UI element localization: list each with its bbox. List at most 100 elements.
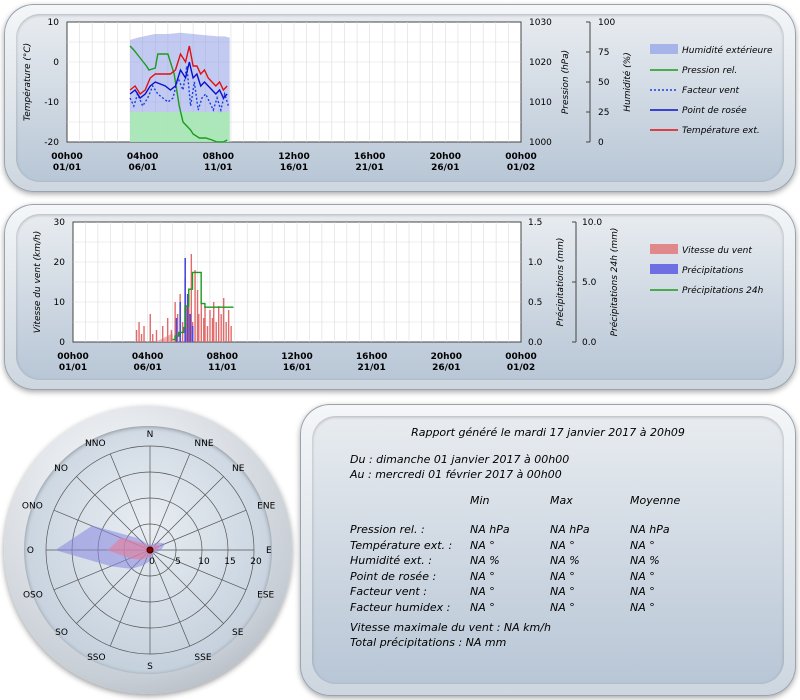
report-row-label: Facteur humidex : — [350, 600, 451, 614]
rose-spoke — [149, 549, 224, 624]
temp-x-tick-date: 01/01 — [53, 163, 81, 173]
temp-x-tick-date: 16/01 — [280, 163, 308, 173]
temp-x-tick-date: 06/01 — [128, 163, 156, 173]
precip-y-tick: 1.5 — [528, 218, 542, 228]
report-row-min: NA ° — [470, 569, 495, 583]
report-to: Au : mercredi 01 février 2017 à 00h00 — [350, 468, 562, 481]
wind-bar — [218, 306, 220, 342]
rose-direction-label: ENE — [257, 502, 275, 512]
wind-bar — [211, 318, 214, 342]
rose-radial-tick: 0 — [149, 557, 155, 567]
wind-bar — [174, 302, 176, 342]
wind-bar — [204, 306, 206, 342]
wind-x-tick-time: 08h00 — [207, 352, 238, 362]
report-title: Rapport généré le mardi 17 janvier 2017 … — [411, 426, 685, 439]
report-row-label: Pression rel. : — [350, 523, 425, 536]
precip-bar — [189, 314, 191, 342]
rose-direction-label: NE — [232, 464, 245, 474]
wind-bar — [149, 314, 151, 342]
precip24-y-tick: 10.0 — [582, 218, 602, 228]
legend-label: Pression rel. — [682, 66, 737, 76]
rose-spoke — [109, 453, 151, 551]
precip-y-tick: 1.0 — [528, 258, 543, 268]
precip-bar — [184, 258, 186, 342]
wind-x-tick-time: 00h00 — [505, 352, 536, 362]
temp-x-tick-date: 26/01 — [431, 163, 459, 173]
rose-direction-label: NNO — [85, 439, 106, 449]
legend-label: Précipitations — [682, 265, 744, 276]
report-row-max: NA ° — [550, 538, 575, 552]
rose-center — [146, 546, 154, 554]
wind-bar — [190, 254, 193, 342]
legend-label: Humidité extérieure — [682, 45, 773, 56]
rose-spoke — [149, 476, 224, 551]
rose-spoke — [149, 549, 191, 647]
precip24-y-tick: 0.0 — [582, 338, 597, 348]
wind-x-tick-time: 04h00 — [132, 352, 163, 362]
rose-spoke — [149, 549, 247, 591]
report-row-label: Humidité ext. : — [350, 554, 432, 567]
wind-bar — [203, 318, 205, 342]
precip-bar — [191, 326, 194, 342]
rose-radial-tick: 20 — [250, 557, 262, 567]
wind-bar — [230, 326, 232, 342]
rose-direction-label: O — [27, 546, 34, 556]
rose-direction-label: S — [147, 662, 153, 672]
wind-x-tick-time: 20h00 — [431, 352, 462, 362]
wind-rose-chart: 0 5 10 15 20 N NNE NE ENE E ESE SE SSE S SSO SO OSO O ONO N… — [22, 430, 276, 672]
report-header-min: Min — [470, 494, 490, 507]
wind-bar — [176, 314, 179, 342]
wind-bar — [166, 318, 169, 342]
dewpoint-line — [129, 61, 228, 100]
wind-y-tick: 30 — [54, 218, 66, 228]
wind-bar — [213, 302, 215, 342]
pressure-line — [129, 45, 228, 143]
precip-y-tick: 0.5 — [528, 298, 542, 308]
report-row-min: NA ° — [470, 600, 495, 614]
rose-radial-tick: 5 — [175, 557, 181, 567]
wind-x-tick-date: 21/01 — [357, 363, 385, 373]
temp-x-tick-time: 04h00 — [127, 152, 158, 162]
wind-x-tick-date: 11/01 — [208, 363, 236, 373]
rose-direction-label: SSO — [87, 653, 106, 663]
temp-x-tick-time: 12h00 — [278, 152, 309, 162]
legend-label: Vitesse du vent — [682, 246, 752, 256]
wind-chart: 00h0001/0104h0006/0108h0011/0112h0016/01… — [33, 218, 764, 373]
report-header-mean: Moyenne — [630, 494, 681, 507]
temperature-chart: 00h0001/0104h0006/0108h0011/0112h0016/01… — [22, 18, 773, 173]
wind-bar — [135, 330, 138, 342]
wind-bar — [188, 294, 190, 342]
legend-swatch — [650, 244, 678, 254]
report-row-mean: NA ° — [630, 600, 655, 614]
rose-spoke — [76, 476, 151, 551]
report-row-label: Facteur vent : — [350, 585, 427, 598]
rose-direction-label: NO — [54, 464, 68, 474]
wind-bar — [194, 270, 196, 342]
temp-x-tick-time: 20h00 — [430, 152, 461, 162]
wind-bar — [225, 322, 227, 342]
wind-x-tick-date: 01/01 — [59, 363, 87, 373]
report-row-mean: NA ° — [630, 569, 655, 583]
temp-x-tick-date: 11/01 — [204, 163, 232, 173]
report-row-max: NA ° — [550, 600, 575, 614]
report-row-label: Point de rosée : — [350, 569, 437, 583]
wind-bar — [220, 314, 222, 342]
temp-x-tick-time: 16h00 — [354, 152, 385, 162]
humidity-y-label: Humidité (%) — [622, 52, 633, 111]
precip-bar — [175, 318, 178, 342]
wind-bar — [185, 306, 188, 342]
rose-direction-label: ESE — [257, 590, 274, 600]
precip24-y-tick: 5.0 — [582, 278, 597, 288]
wind-bar — [138, 322, 140, 342]
precip-y-tick: 0.0 — [528, 338, 543, 348]
pressure-y-tick: 1000 — [529, 138, 552, 148]
temp-y-tick: 0 — [53, 58, 59, 68]
report-row-mean: NA % — [630, 554, 660, 567]
rose-direction-label: NNE — [194, 439, 213, 449]
precip-y-label: Précipitations (mm) — [555, 238, 566, 327]
wind-bar — [162, 326, 164, 342]
temp-x-tick-time: 00h00 — [51, 152, 82, 162]
temp-y-tick: -10 — [44, 98, 59, 108]
pressure-y-tick: 1030 — [529, 18, 552, 28]
report: Rapport généré le mardi 17 janvier 2017 … — [312, 416, 784, 684]
